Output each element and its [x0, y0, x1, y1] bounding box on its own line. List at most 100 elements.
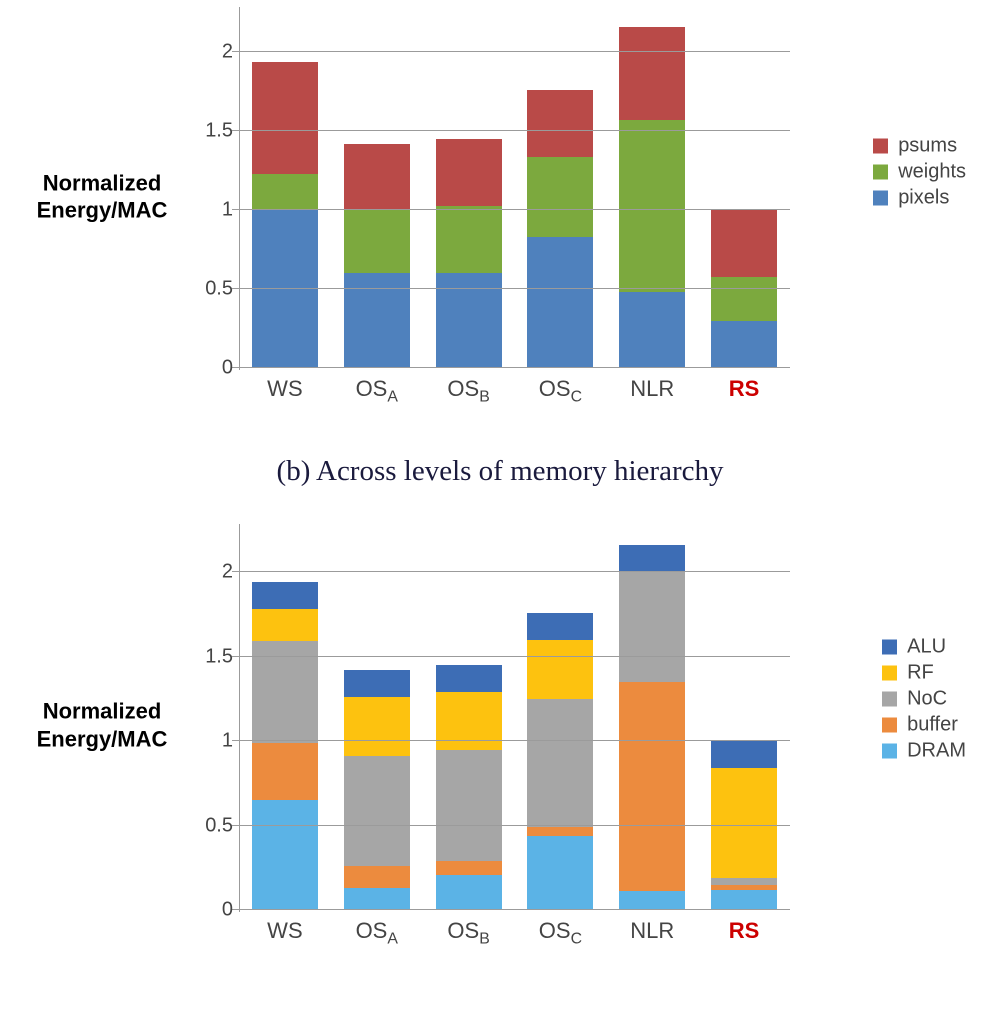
gridline [239, 209, 790, 210]
gridline [239, 288, 790, 289]
x-label-RS: RS [729, 376, 760, 402]
segment-RF [711, 768, 777, 878]
legend-label: psums [898, 135, 957, 158]
y-tick-label: 0 [195, 357, 233, 380]
legend-swatch [882, 718, 897, 733]
segment-DRAM [711, 890, 777, 910]
legend-item-weights: weights [873, 161, 966, 184]
bar-OS_B [436, 13, 502, 368]
legend-label: ALU [907, 636, 946, 659]
page-root: { "caption": "(b) Across levels of memor… [0, 0, 1000, 1010]
x-label-NLR: NLR [630, 918, 674, 944]
gridline [239, 130, 790, 131]
segment-buffer [252, 743, 318, 800]
legend-swatch [882, 744, 897, 759]
bar-OS_A [344, 530, 410, 910]
gridline [239, 656, 790, 657]
segment-ALU [711, 741, 777, 768]
segment-weights [527, 157, 593, 237]
legend-item-RF: RF [882, 662, 966, 685]
segment-weights [252, 174, 318, 210]
segment-weights [711, 277, 777, 321]
legend-swatch [882, 692, 897, 707]
segment-psums [619, 27, 685, 120]
legend-label: pixels [898, 187, 949, 210]
segment-buffer [344, 866, 410, 888]
y-tick-mark [232, 825, 239, 826]
segment-weights [619, 120, 685, 292]
segment-pixels [711, 321, 777, 368]
segment-ALU [619, 545, 685, 572]
bar-WS [252, 530, 318, 910]
gridline [239, 825, 790, 826]
segment-NoC [527, 699, 593, 827]
gridline [239, 740, 790, 741]
x-label-WS: WS [267, 918, 302, 944]
y-tick-mark [232, 209, 239, 210]
subfigure-caption: (b) Across levels of memory hierarchy [0, 455, 1000, 488]
segment-buffer [619, 682, 685, 891]
chart-bottom: NormalizedEnergy/MAC 00.511.52 WSOSAOSBO… [40, 525, 960, 960]
y-tick-mark [232, 51, 239, 52]
bar-RS [711, 530, 777, 910]
gridline [239, 367, 790, 368]
segment-buffer [436, 861, 502, 875]
bar-OS_C [527, 530, 593, 910]
bars-bottom [239, 530, 790, 910]
legend-item-NoC: NoC [882, 688, 966, 711]
x-label-WS: WS [267, 376, 302, 402]
segment-NoC [344, 756, 410, 866]
y-tick-mark [232, 288, 239, 289]
segment-ALU [344, 670, 410, 697]
x-label-RS: RS [729, 918, 760, 944]
segment-NoC [711, 878, 777, 885]
y-tick-label: 0.5 [195, 278, 233, 301]
y-axis-label-top: NormalizedEnergy/MAC [32, 169, 172, 224]
x-label-OS_B: OSB [447, 918, 489, 944]
segment-RF [527, 640, 593, 699]
segment-ALU [436, 665, 502, 692]
chart-top: NormalizedEnergy/MAC 00.511.52 WSOSAOSBO… [40, 8, 960, 418]
y-tick-label: 0 [195, 899, 233, 922]
segment-DRAM [436, 875, 502, 910]
x-labels-top: WSOSAOSBOSCNLRRS [239, 376, 790, 406]
legend-bottom: ALURFNoCbufferDRAM [882, 633, 966, 766]
plot-area-top: 00.511.52 [239, 13, 790, 368]
segment-psums [436, 139, 502, 205]
segment-psums [252, 62, 318, 174]
segment-DRAM [344, 888, 410, 910]
legend-item-pixels: pixels [873, 187, 966, 210]
segment-pixels [527, 237, 593, 368]
y-tick-mark [232, 571, 239, 572]
segment-RF [344, 697, 410, 756]
segment-psums [527, 90, 593, 156]
legend-label: RF [907, 662, 934, 685]
legend-swatch [873, 191, 888, 206]
segment-NoC [619, 572, 685, 682]
legend-swatch [873, 139, 888, 154]
y-tick-label: 0.5 [195, 814, 233, 837]
bar-RS [711, 13, 777, 368]
segment-NoC [436, 750, 502, 861]
y-tick-mark [232, 909, 239, 910]
segment-buffer [711, 885, 777, 890]
segment-ALU [527, 613, 593, 640]
x-label-NLR: NLR [630, 376, 674, 402]
y-tick-mark [232, 130, 239, 131]
segment-RF [252, 609, 318, 641]
legend-label: weights [898, 161, 966, 184]
x-label-OS_A: OSA [356, 918, 398, 944]
legend-swatch [873, 165, 888, 180]
segment-pixels [619, 292, 685, 368]
segment-psums [344, 144, 410, 210]
segment-DRAM [527, 836, 593, 910]
y-axis-label-bottom: NormalizedEnergy/MAC [32, 698, 172, 753]
y-tick-label: 1.5 [195, 645, 233, 668]
y-tick-label: 2 [195, 41, 233, 64]
y-tick-mark [232, 656, 239, 657]
segment-ALU [252, 582, 318, 609]
segment-weights [344, 210, 410, 273]
legend-label: DRAM [907, 740, 966, 763]
y-tick-label: 1 [195, 199, 233, 222]
plot-bottom: 00.511.52 WSOSAOSBOSCNLRRS [195, 530, 790, 910]
